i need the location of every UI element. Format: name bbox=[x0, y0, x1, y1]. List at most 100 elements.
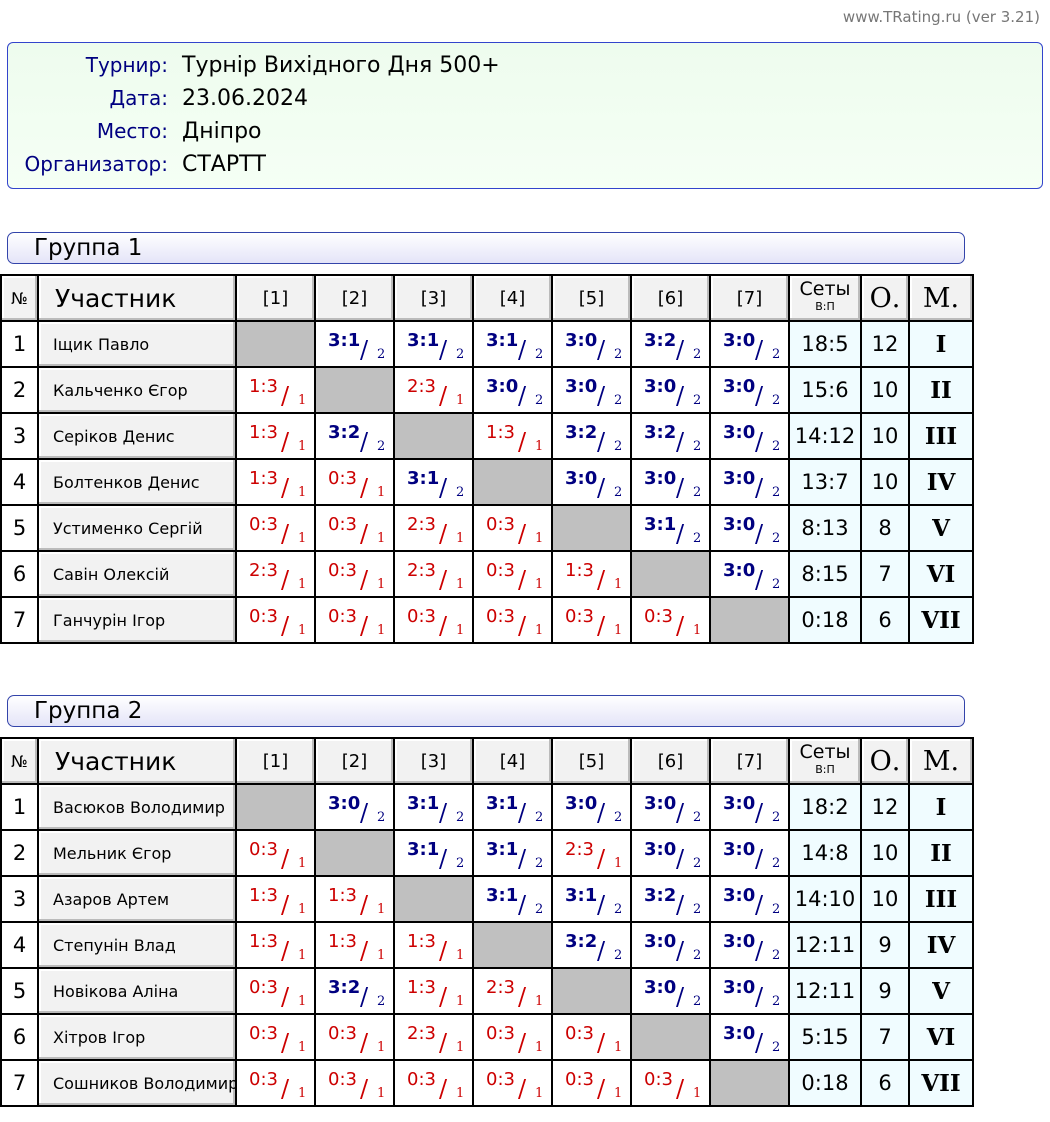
participant-name[interactable]: Кальченко Єгор bbox=[37, 366, 237, 414]
match-result[interactable]: 0:3/ 1 bbox=[235, 829, 316, 877]
match-result[interactable]: 1:3/ 1 bbox=[235, 412, 316, 460]
match-result[interactable]: 3:0/ 2 bbox=[709, 320, 790, 368]
match-result[interactable]: 1:3/ 1 bbox=[314, 875, 395, 923]
match-result[interactable]: 3:1/ 2 bbox=[393, 320, 474, 368]
match-result[interactable]: 2:3/ 1 bbox=[393, 366, 474, 414]
match-result[interactable]: 3:0/ 2 bbox=[630, 783, 711, 831]
match-result[interactable]: 3:1/ 2 bbox=[393, 783, 474, 831]
match-result[interactable]: 3:0/ 2 bbox=[630, 921, 711, 969]
match-result[interactable]: 0:3/ 1 bbox=[314, 596, 395, 644]
match-result[interactable]: 0:3/ 1 bbox=[314, 1013, 395, 1061]
match-result[interactable]: 3:2/ 2 bbox=[551, 412, 632, 460]
match-result[interactable]: 0:3/ 1 bbox=[235, 596, 316, 644]
match-result[interactable]: 3:0/ 2 bbox=[709, 412, 790, 460]
match-result[interactable]: 1:3/ 1 bbox=[551, 550, 632, 598]
match-result[interactable]: 3:0/ 2 bbox=[551, 366, 632, 414]
match-result[interactable]: 0:3/ 1 bbox=[630, 596, 711, 644]
match-result[interactable]: 2:3/ 1 bbox=[393, 1013, 474, 1061]
match-result[interactable]: 1:3/ 1 bbox=[393, 921, 474, 969]
match-result[interactable]: 0:3/ 1 bbox=[551, 1013, 632, 1061]
match-result[interactable]: 0:3/ 1 bbox=[551, 596, 632, 644]
match-result[interactable]: 3:1/ 2 bbox=[472, 829, 553, 877]
participant-name[interactable]: Ганчурін Ігор bbox=[37, 596, 237, 644]
match-result[interactable]: 3:1/ 2 bbox=[393, 829, 474, 877]
match-result[interactable]: 2:3/ 1 bbox=[235, 550, 316, 598]
match-result[interactable]: 3:0/ 2 bbox=[314, 783, 395, 831]
match-result[interactable]: 0:3/ 1 bbox=[393, 1059, 474, 1107]
match-result[interactable]: 3:1/ 2 bbox=[472, 320, 553, 368]
match-result[interactable]: 3:0/ 2 bbox=[630, 458, 711, 506]
match-result[interactable]: 3:0/ 2 bbox=[709, 875, 790, 923]
match-result[interactable]: 0:3/ 1 bbox=[551, 1059, 632, 1107]
match-result[interactable]: 3:1/ 2 bbox=[630, 504, 711, 552]
slash-separator: / bbox=[597, 382, 606, 410]
match-result[interactable]: 3:0/ 2 bbox=[709, 550, 790, 598]
match-result[interactable]: 3:1/ 2 bbox=[393, 458, 474, 506]
participant-name[interactable]: Степунін Влад bbox=[37, 921, 237, 969]
match-result[interactable]: 3:2/ 2 bbox=[314, 967, 395, 1015]
participant-name[interactable]: Хітров Ігор bbox=[37, 1013, 237, 1061]
match-result[interactable]: 0:3/ 1 bbox=[630, 1059, 711, 1107]
match-result[interactable]: 0:3/ 1 bbox=[235, 504, 316, 552]
match-result[interactable]: 1:3/ 1 bbox=[235, 875, 316, 923]
match-result[interactable]: 2:3/ 1 bbox=[393, 504, 474, 552]
match-result[interactable]: 3:0/ 2 bbox=[709, 366, 790, 414]
match-result[interactable]: 3:0/ 2 bbox=[709, 783, 790, 831]
match-result[interactable]: 1:3/ 1 bbox=[235, 366, 316, 414]
match-result[interactable]: 1:3/ 1 bbox=[235, 921, 316, 969]
match-result[interactable]: 3:0/ 2 bbox=[630, 967, 711, 1015]
match-result[interactable]: 0:3/ 1 bbox=[314, 1059, 395, 1107]
participant-name[interactable]: Мельник Єгор bbox=[37, 829, 237, 877]
participant-name[interactable]: Савін Олексій bbox=[37, 550, 237, 598]
match-result[interactable]: 3:0/ 2 bbox=[551, 320, 632, 368]
match-result[interactable]: 3:1/ 2 bbox=[472, 875, 553, 923]
match-result[interactable]: 0:3/ 1 bbox=[314, 550, 395, 598]
match-result[interactable]: 0:3/ 1 bbox=[235, 1059, 316, 1107]
match-result[interactable]: 0:3/ 1 bbox=[393, 596, 474, 644]
participant-name[interactable]: Сошников Володимир bbox=[37, 1059, 237, 1107]
match-result[interactable]: 3:1/ 2 bbox=[314, 320, 395, 368]
match-result[interactable]: 3:2/ 2 bbox=[630, 320, 711, 368]
participant-name[interactable]: Азаров Артем bbox=[37, 875, 237, 923]
match-result[interactable]: 3:0/ 2 bbox=[551, 783, 632, 831]
match-result[interactable]: 3:0/ 2 bbox=[630, 829, 711, 877]
match-result[interactable]: 3:2/ 2 bbox=[630, 412, 711, 460]
participant-name[interactable]: Новікова Аліна bbox=[37, 967, 237, 1015]
match-result[interactable]: 3:0/ 2 bbox=[709, 967, 790, 1015]
match-result[interactable]: 3:0/ 2 bbox=[709, 504, 790, 552]
match-result[interactable]: 2:3/ 1 bbox=[472, 967, 553, 1015]
match-result[interactable]: 3:2/ 2 bbox=[630, 875, 711, 923]
match-result[interactable]: 0:3/ 1 bbox=[235, 967, 316, 1015]
match-result[interactable]: 3:0/ 2 bbox=[709, 1013, 790, 1061]
participant-name[interactable]: Іщик Павло bbox=[37, 320, 237, 368]
participant-name[interactable]: Серіков Денис bbox=[37, 412, 237, 460]
version-link[interactable]: www.TRating.ru (ver 3.21) bbox=[842, 8, 1040, 26]
match-result[interactable]: 1:3/ 1 bbox=[393, 967, 474, 1015]
participant-name[interactable]: Васюков Володимир bbox=[37, 783, 237, 831]
match-result[interactable]: 1:3/ 1 bbox=[235, 458, 316, 506]
match-result[interactable]: 3:0/ 2 bbox=[630, 366, 711, 414]
match-result[interactable]: 3:0/ 2 bbox=[709, 829, 790, 877]
match-result[interactable]: 0:3/ 1 bbox=[472, 504, 553, 552]
match-result[interactable]: 2:3/ 1 bbox=[393, 550, 474, 598]
match-result[interactable]: 0:3/ 1 bbox=[472, 596, 553, 644]
match-result[interactable]: 3:0/ 2 bbox=[551, 458, 632, 506]
participant-name[interactable]: Болтенков Денис bbox=[37, 458, 237, 506]
match-result[interactable]: 0:3/ 1 bbox=[314, 504, 395, 552]
match-result[interactable]: 3:2/ 2 bbox=[551, 921, 632, 969]
match-result[interactable]: 0:3/ 1 bbox=[235, 1013, 316, 1061]
match-result[interactable]: 0:3/ 1 bbox=[472, 1013, 553, 1061]
match-result[interactable]: 1:3/ 1 bbox=[314, 921, 395, 969]
match-result[interactable]: 3:1/ 2 bbox=[472, 783, 553, 831]
match-result[interactable]: 0:3/ 1 bbox=[472, 550, 553, 598]
match-result[interactable]: 0:3/ 1 bbox=[314, 458, 395, 506]
match-result[interactable]: 3:0/ 2 bbox=[472, 366, 553, 414]
match-result[interactable]: 2:3/ 1 bbox=[551, 829, 632, 877]
match-result[interactable]: 3:2/ 2 bbox=[314, 412, 395, 460]
match-result[interactable]: 3:0/ 2 bbox=[709, 458, 790, 506]
match-result[interactable]: 3:1/ 2 bbox=[551, 875, 632, 923]
match-result[interactable]: 1:3/ 1 bbox=[472, 412, 553, 460]
match-result[interactable]: 0:3/ 1 bbox=[472, 1059, 553, 1107]
participant-name[interactable]: Устименко Сергій bbox=[37, 504, 237, 552]
match-result[interactable]: 3:0/ 2 bbox=[709, 921, 790, 969]
